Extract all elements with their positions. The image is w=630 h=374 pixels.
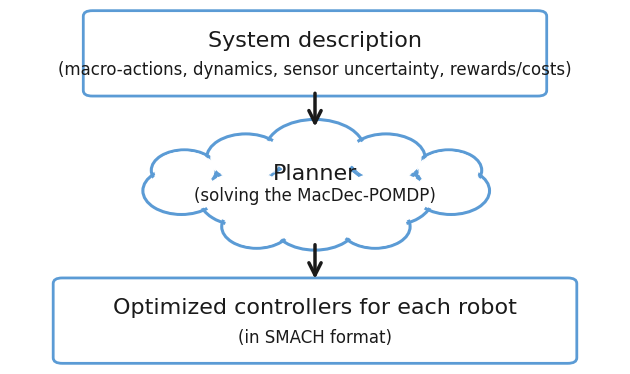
FancyBboxPatch shape <box>83 11 547 96</box>
Circle shape <box>413 167 490 214</box>
Circle shape <box>155 152 214 188</box>
Text: System description: System description <box>208 31 422 51</box>
Circle shape <box>264 163 366 226</box>
Circle shape <box>416 169 485 212</box>
Circle shape <box>222 205 292 248</box>
Circle shape <box>199 168 293 226</box>
Circle shape <box>339 168 433 226</box>
Text: (macro-actions, dynamics, sensor uncertainty, rewards/costs): (macro-actions, dynamics, sensor uncerta… <box>58 61 572 79</box>
Text: Planner: Planner <box>273 164 357 184</box>
Circle shape <box>226 208 288 246</box>
Circle shape <box>340 205 410 248</box>
Text: Optimized controllers for each robot: Optimized controllers for each robot <box>113 298 517 318</box>
Circle shape <box>344 172 428 223</box>
Circle shape <box>273 198 357 250</box>
Circle shape <box>143 167 220 214</box>
Circle shape <box>147 169 215 212</box>
Text: (solving the MacDec-POMDP): (solving the MacDec-POMDP) <box>194 187 436 205</box>
Circle shape <box>344 208 406 246</box>
Circle shape <box>277 201 353 247</box>
Circle shape <box>416 150 482 191</box>
Circle shape <box>271 123 359 177</box>
Circle shape <box>266 119 364 180</box>
Circle shape <box>207 134 285 182</box>
Text: (in SMACH format): (in SMACH format) <box>238 329 392 347</box>
Circle shape <box>211 137 280 180</box>
Circle shape <box>347 134 425 182</box>
Circle shape <box>204 172 287 223</box>
Circle shape <box>419 152 478 188</box>
Circle shape <box>151 150 217 191</box>
FancyBboxPatch shape <box>53 278 577 363</box>
Circle shape <box>351 137 421 180</box>
Circle shape <box>258 159 372 230</box>
